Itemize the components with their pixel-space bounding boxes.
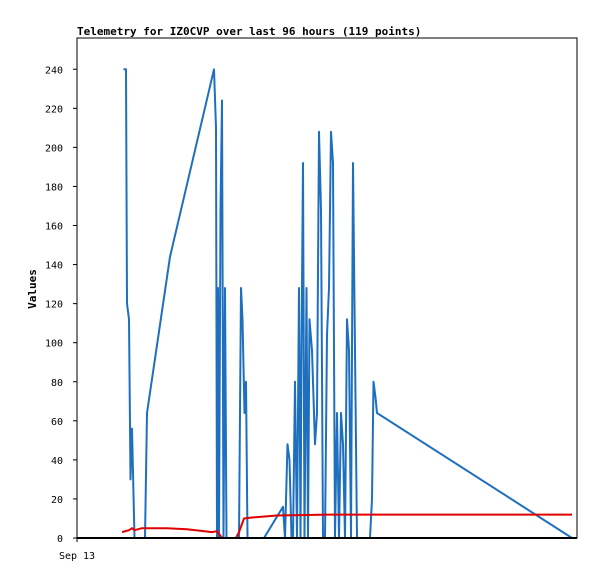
- series-line-1: [123, 68, 573, 539]
- y-tick-label: 160: [45, 222, 63, 233]
- x-axis: Sep 13: [59, 538, 95, 562]
- y-axis-label: Values: [26, 269, 39, 309]
- chart-title: Telemetry for IZ0CVP over last 96 hours …: [77, 25, 421, 38]
- y-axis: 0 20 40 60 80 100 120 140 160 180 200 220 240: [45, 65, 77, 545]
- y-tick-label: 80: [51, 378, 63, 389]
- y-tick-label: 100: [45, 339, 63, 350]
- y-tick-label: 120: [45, 300, 63, 311]
- y-tick-label: 200: [45, 143, 63, 154]
- x-tick-label: Sep 13: [59, 551, 95, 562]
- y-tick-label: 220: [45, 104, 63, 115]
- plot-frame: [76, 37, 578, 539]
- y-tick-label: 0: [57, 534, 63, 545]
- series-line-2: [121, 513, 572, 539]
- y-tick-label: 60: [51, 417, 63, 428]
- y-tick-label: 180: [45, 182, 63, 193]
- series-layer: [77, 68, 577, 539]
- y-tick-label: 20: [51, 495, 63, 506]
- y-tick-label: 140: [45, 261, 63, 272]
- y-tick-label: 40: [51, 456, 63, 467]
- y-tick-label: 240: [45, 65, 63, 76]
